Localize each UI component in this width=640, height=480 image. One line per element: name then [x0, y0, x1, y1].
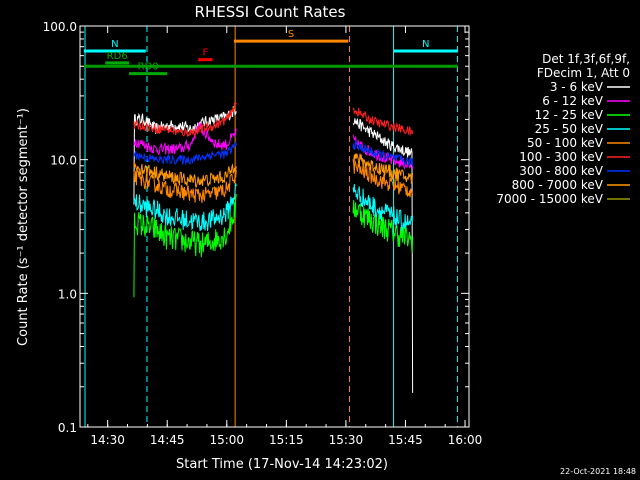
- legend-label-8: 7000 - 15000 keV: [496, 192, 603, 206]
- legend-label-7: 800 - 7000 keV: [512, 178, 604, 192]
- legend-label-3: 25 - 50 keV: [535, 122, 604, 136]
- legend-header-2: FDecim 1, Att 0: [537, 66, 630, 80]
- series-line-5-seg1: [133, 102, 237, 138]
- x-axis-label: Start Time (17-Nov-14 14:23:02): [176, 457, 388, 472]
- state-bar-label-2: S: [288, 29, 294, 40]
- axes: 14:30 14:45 15:00 15:15 15:30 15:45 16:00 0.1 1.…: [43, 20, 483, 447]
- y-axis-label: Count Rate (s⁻¹ detector segment⁻¹): [16, 108, 31, 346]
- series-line-7-seg1: [133, 162, 237, 188]
- legend-header-1: Det 1f,3f,6f,9f,: [542, 52, 630, 66]
- series-line-1-seg1: [133, 122, 237, 156]
- series-line-4-seg1: [133, 169, 237, 204]
- series-line-6-seg2: [352, 138, 414, 167]
- plot-frame: [79, 25, 470, 428]
- legend-label-1: 6 - 12 keV: [542, 94, 604, 108]
- state-bar-label-1: N: [422, 39, 429, 50]
- series-line-6-seg1: [133, 141, 237, 166]
- legend-label-2: 12 - 25 keV: [535, 108, 604, 122]
- x-tick-label-0: 14:30: [90, 433, 125, 447]
- legend-label-5: 100 - 300 keV: [519, 150, 603, 164]
- series-line-3-seg1: [133, 183, 237, 232]
- series-line-3-seg2: [352, 184, 414, 232]
- footer-date: 22-Oct-2021 18:48: [560, 467, 636, 476]
- x-tick-label-6: 16:00: [448, 433, 483, 447]
- y-tick-label-1: 1.0: [58, 287, 77, 301]
- legend-label-4: 50 - 100 keV: [527, 136, 604, 150]
- x-tick-label-1: 14:45: [150, 433, 185, 447]
- series-line-5-seg2: [352, 107, 414, 137]
- y-tick-label-2: 10.0: [50, 154, 77, 168]
- plot-area: NNSFRD0RD6: [83, 26, 458, 427]
- legend-label-6: 300 - 800 keV: [519, 164, 603, 178]
- x-tick-label-2: 15:00: [209, 433, 244, 447]
- chart-title: RHESSI Count Rates: [195, 3, 346, 21]
- y-tick-label-3: 100.0: [43, 20, 77, 34]
- series-line-7-seg2: [352, 153, 414, 184]
- x-tick-label-3: 15:15: [269, 433, 304, 447]
- x-tick-label-5: 15:45: [388, 433, 423, 447]
- state-bar-label-3: F: [202, 48, 208, 59]
- state-bar-label-0: N: [111, 39, 118, 50]
- series-line-0-seg2: [352, 118, 414, 393]
- legend: Det 1f,3f,6f,9f, FDecim 1, Att 0 3 - 6 k…: [496, 52, 630, 206]
- series-line-2-seg2: [352, 199, 414, 253]
- state-bar-label-5: RD6: [107, 51, 128, 62]
- series-line-2-seg1: [133, 193, 237, 298]
- x-tick-label-4: 15:30: [329, 433, 364, 447]
- y-tick-label-0: 0.1: [58, 421, 77, 435]
- legend-label-0: 3 - 6 keV: [550, 80, 604, 94]
